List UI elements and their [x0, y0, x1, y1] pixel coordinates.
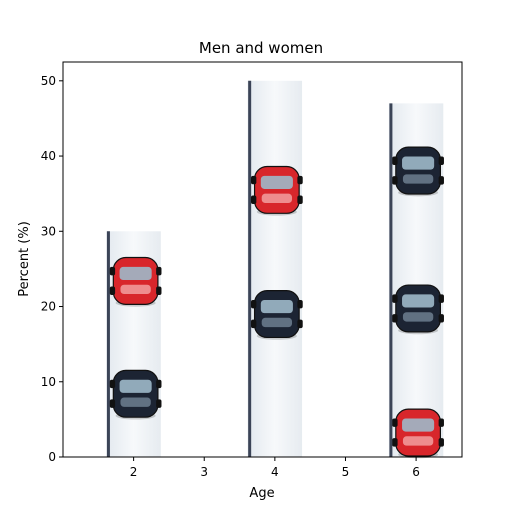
bar — [388, 103, 444, 459]
bar — [106, 231, 162, 457]
x-tick-label: 3 — [200, 465, 208, 479]
x-tick-label: 5 — [342, 465, 350, 479]
bar-car-picture — [109, 369, 162, 420]
y-tick-label: 0 — [48, 450, 56, 464]
y-axis-label: Percent (%) — [17, 221, 32, 297]
y-tick-label: 50 — [41, 74, 56, 88]
y-tick-label: 40 — [41, 149, 56, 163]
bar-car-picture — [250, 290, 303, 340]
x-tick-label: 2 — [130, 465, 138, 479]
x-tick-label: 6 — [412, 465, 420, 479]
plot-frame — [62, 61, 463, 458]
bars-group — [106, 80, 444, 459]
bar-car-picture — [109, 256, 162, 307]
x-axis-ticks: 2 3 4 5 6 — [130, 457, 420, 479]
bar-car-picture — [250, 165, 303, 216]
bar-fill — [247, 80, 303, 458]
bar-car-picture — [392, 146, 444, 197]
y-tick-label: 10 — [41, 375, 56, 389]
x-axis-label: Age — [249, 486, 274, 501]
y-axis-ticks: 0 10 20 30 40 50 — [41, 74, 63, 464]
bar-car-picture — [392, 408, 444, 459]
x-tick-label: 4 — [271, 465, 279, 479]
chart-title: Men and women — [199, 39, 323, 57]
y-tick-label: 30 — [41, 224, 56, 238]
bar — [247, 80, 303, 458]
y-tick-label: 20 — [41, 300, 56, 314]
bar-car-picture — [392, 284, 444, 335]
